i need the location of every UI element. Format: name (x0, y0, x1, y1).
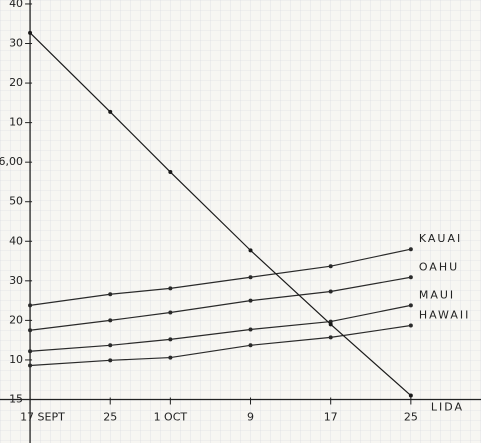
point (28, 303, 33, 308)
y-tick-label: 10 (9, 116, 23, 129)
point (108, 343, 113, 348)
point (168, 310, 173, 315)
series-line (29, 32, 412, 396)
point (408, 323, 413, 328)
y-tick-label: 16,00 (0, 155, 23, 168)
y-tick-label: 15 (9, 392, 23, 405)
y-tick-label: 40 (9, 234, 23, 247)
y-tick-label: 20 (9, 76, 23, 89)
point (248, 298, 253, 303)
series-label: OAHU (419, 260, 459, 273)
point (328, 335, 333, 340)
point (328, 264, 333, 269)
x-tick-label: 25 (404, 410, 418, 423)
point (328, 289, 333, 294)
point (108, 109, 113, 114)
point (28, 363, 33, 368)
point (28, 30, 33, 35)
y-tick-label: 40 (9, 0, 23, 10)
series-line (29, 248, 411, 306)
series-label: MAUI (419, 288, 455, 301)
point (408, 393, 413, 398)
y-tick-label: 20 (9, 313, 23, 326)
x-tick-label: 9 (247, 410, 254, 423)
point (248, 275, 253, 280)
x-tick-label: 1 OCT (154, 410, 188, 423)
point (328, 319, 333, 324)
series-label: KAUAI (419, 232, 462, 245)
point (408, 247, 413, 252)
point (328, 322, 333, 327)
point (248, 343, 253, 348)
series-label: HAWAII (419, 309, 470, 322)
point (408, 275, 413, 280)
point (408, 303, 413, 308)
series-label: LIDA (431, 401, 464, 414)
point (108, 292, 113, 297)
point (168, 286, 173, 291)
point (108, 318, 113, 323)
series-line (29, 276, 411, 331)
point (108, 358, 113, 363)
y-tick-label: 50 (9, 195, 23, 208)
point (168, 355, 173, 360)
y-tick-label: 30 (9, 37, 23, 50)
x-tick-label: 17 (324, 410, 338, 423)
point (28, 349, 33, 354)
point (248, 248, 253, 253)
series-line (30, 304, 411, 352)
x-tick-label: 17 SEPT (20, 410, 65, 423)
point (168, 337, 173, 342)
x-tick-label: 25 (103, 410, 117, 423)
y-tick-label: 10 (9, 353, 23, 366)
point (168, 170, 173, 175)
y-tick-label: 30 (9, 274, 23, 287)
point (248, 327, 253, 332)
point (28, 328, 33, 333)
